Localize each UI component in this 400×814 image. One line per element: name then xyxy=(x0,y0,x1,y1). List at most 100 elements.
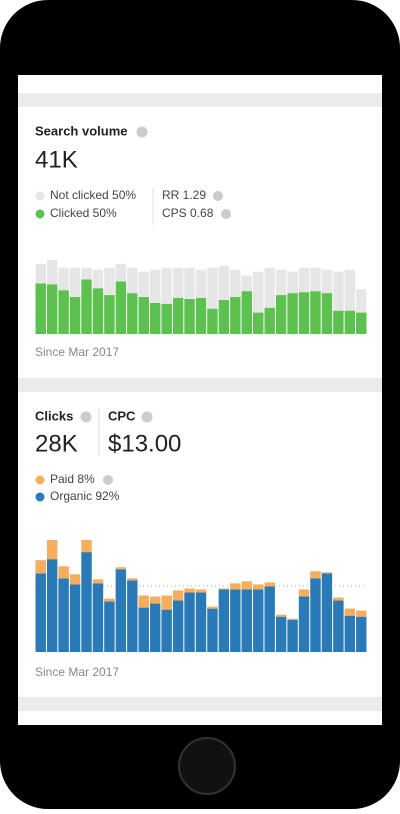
stat: CPS 0.68 xyxy=(162,206,214,220)
bar xyxy=(321,269,333,294)
bar xyxy=(333,600,344,652)
bar xyxy=(46,559,58,652)
bar xyxy=(104,598,115,602)
legend-label: Not clicked 50% xyxy=(50,188,136,202)
bar xyxy=(161,303,172,334)
bar xyxy=(344,269,356,311)
bar xyxy=(230,589,241,652)
bar xyxy=(115,569,127,652)
bar xyxy=(115,281,127,334)
bar xyxy=(184,267,195,299)
bar xyxy=(241,581,253,590)
metric: 28K xyxy=(35,430,78,457)
bar xyxy=(287,271,298,294)
bar xyxy=(184,298,195,334)
bar xyxy=(264,582,275,587)
help-icon[interactable] xyxy=(221,209,231,219)
bar xyxy=(35,283,46,334)
bar xyxy=(58,267,69,291)
bar xyxy=(35,573,46,652)
bar xyxy=(253,584,264,590)
bar xyxy=(104,601,115,652)
legend-swatch xyxy=(35,191,45,201)
bar xyxy=(298,596,310,652)
bar xyxy=(58,290,69,334)
bar xyxy=(230,583,241,590)
bar xyxy=(298,292,310,334)
bar xyxy=(127,267,138,294)
bar xyxy=(275,269,287,296)
bar xyxy=(195,297,207,334)
separator xyxy=(18,378,382,392)
bar xyxy=(264,307,275,334)
footer: Since Mar 2017 xyxy=(35,665,119,679)
help-icon[interactable] xyxy=(213,191,223,201)
bar xyxy=(333,310,344,334)
separator xyxy=(18,697,382,711)
bar xyxy=(356,312,367,334)
bar xyxy=(115,263,127,282)
bar xyxy=(207,606,218,609)
bar xyxy=(92,288,104,334)
bar xyxy=(92,579,104,584)
bar xyxy=(321,293,333,334)
bar xyxy=(149,302,161,334)
bar xyxy=(230,297,241,334)
bar xyxy=(195,269,207,298)
bar xyxy=(172,600,184,652)
stat: RR 1.29 xyxy=(162,188,206,202)
help-icon[interactable] xyxy=(103,475,113,485)
bar xyxy=(92,269,104,289)
bar xyxy=(344,310,356,334)
bar xyxy=(172,267,184,298)
bar xyxy=(344,608,356,616)
bar xyxy=(46,284,58,334)
bar xyxy=(161,267,172,304)
bar xyxy=(138,607,149,652)
help-icon[interactable] xyxy=(141,411,153,423)
bar xyxy=(310,578,321,652)
help-icon[interactable] xyxy=(136,126,148,138)
bar xyxy=(207,308,218,334)
bar xyxy=(264,586,275,652)
footer: Since Mar 2017 xyxy=(35,345,119,359)
metric: 41K xyxy=(35,146,78,173)
card-title: Search volume xyxy=(35,123,128,138)
card-title: Clicks xyxy=(35,408,73,423)
bar xyxy=(310,267,321,292)
legend-swatch xyxy=(35,209,45,219)
bar xyxy=(58,566,69,579)
bar xyxy=(333,597,344,601)
bar xyxy=(104,267,115,296)
bar xyxy=(333,271,344,311)
bar xyxy=(287,293,298,334)
bar xyxy=(161,609,172,652)
bar xyxy=(230,269,241,297)
bar xyxy=(138,297,149,334)
bar xyxy=(241,589,253,652)
bar xyxy=(46,260,58,285)
legend-swatch xyxy=(35,492,45,502)
bar xyxy=(127,580,138,652)
home-button[interactable] xyxy=(178,737,236,795)
bar xyxy=(115,567,127,570)
bar xyxy=(275,295,287,334)
bar xyxy=(275,616,287,652)
bar xyxy=(81,540,92,553)
bar xyxy=(92,583,104,652)
bar xyxy=(321,573,333,652)
bar xyxy=(81,279,92,334)
bar xyxy=(264,267,275,308)
bar xyxy=(172,297,184,334)
help-icon[interactable] xyxy=(80,411,92,423)
bar xyxy=(184,588,195,593)
bar xyxy=(184,592,195,652)
bar xyxy=(69,584,81,652)
bar xyxy=(241,275,253,292)
bar xyxy=(356,289,367,313)
bar xyxy=(218,589,230,652)
bar xyxy=(127,578,138,581)
bar xyxy=(69,267,81,297)
bar xyxy=(35,263,46,284)
